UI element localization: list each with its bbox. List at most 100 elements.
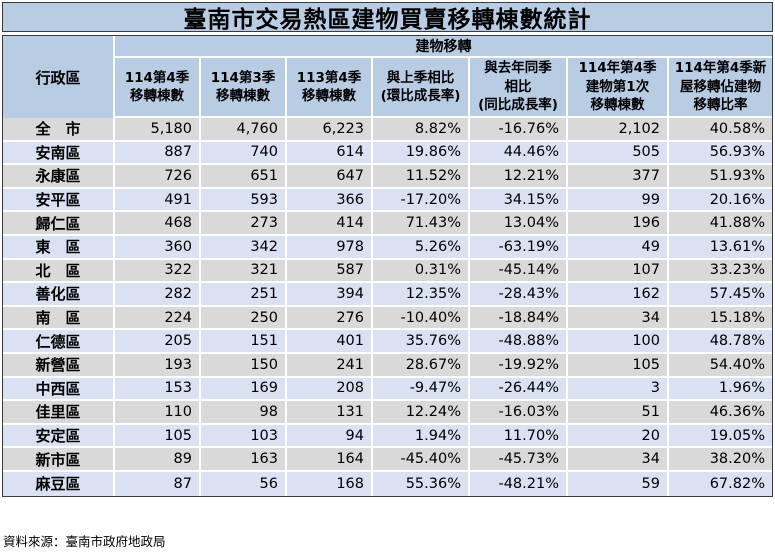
value-cell: 34	[568, 306, 669, 331]
value-cell: -28.43%	[470, 283, 568, 307]
value-cell: 5.26%	[373, 235, 470, 260]
value-cell: 105	[115, 424, 201, 449]
table-row: 永康區 726 651 647 11.52% 12.21% 377 51.93%	[3, 165, 772, 189]
value-cell: 162	[568, 283, 669, 307]
value-cell: 103	[201, 424, 287, 449]
value-cell: 153	[115, 377, 201, 402]
district-cell: 安平區	[3, 188, 115, 213]
value-cell: 251	[201, 283, 287, 307]
table-row: 南 區 224 250 276 -10.40% -18.84% 34 15.18%	[3, 306, 772, 331]
column-header-yoy-growth: 與去年同季 相比 (同比成長率)	[470, 58, 568, 118]
district-cell: 中西區	[3, 377, 115, 402]
value-cell: 110	[115, 401, 201, 425]
district-cell: 安南區	[3, 141, 115, 166]
value-cell: 276	[287, 306, 373, 331]
value-cell: 54.40%	[669, 353, 772, 378]
value-cell: 978	[287, 235, 373, 260]
column-header-qoq-growth: 與上季相比 (環比成長率)	[373, 58, 470, 118]
district-cell: 善化區	[3, 283, 115, 307]
value-cell: 48.78%	[669, 330, 772, 354]
value-cell: 8.82%	[373, 118, 470, 142]
table-row: 東 區 360 342 978 5.26% -63.19% 49 13.61%	[3, 235, 772, 260]
value-cell: -16.76%	[470, 118, 568, 142]
district-cell: 仁德區	[3, 330, 115, 354]
value-cell: 67.82%	[669, 471, 772, 496]
value-cell: 614	[287, 141, 373, 166]
value-cell: 740	[201, 141, 287, 166]
value-cell: -45.73%	[470, 448, 568, 472]
value-cell: 726	[115, 165, 201, 189]
value-cell: 12.35%	[373, 283, 470, 307]
table-row: 新營區 193 150 241 28.67% -19.92% 105 54.40%	[3, 353, 772, 378]
value-cell: 322	[115, 259, 201, 284]
value-cell: 394	[287, 283, 373, 307]
value-cell: 241	[287, 353, 373, 378]
column-header-q4-113: 113第4季 移轉棟數	[287, 58, 373, 118]
value-cell: 55.36%	[373, 471, 470, 496]
value-cell: -9.47%	[373, 377, 470, 402]
value-cell: 169	[201, 377, 287, 402]
value-cell: 19.86%	[373, 141, 470, 166]
value-cell: -10.40%	[373, 306, 470, 331]
district-cell: 安定區	[3, 424, 115, 449]
value-cell: 468	[115, 212, 201, 236]
value-cell: 6,223	[287, 118, 373, 142]
table-row: 中西區 153 169 208 -9.47% -26.44% 3 1.96%	[3, 377, 772, 402]
value-cell: 224	[115, 306, 201, 331]
value-cell: 12.21%	[470, 165, 568, 189]
value-cell: 107	[568, 259, 669, 284]
district-cell: 佳里區	[3, 401, 115, 425]
value-cell: 38.20%	[669, 448, 772, 472]
table-row: 新市區 89 163 164 -45.40% -45.73% 34 38.20%	[3, 448, 772, 472]
value-cell: 205	[115, 330, 201, 354]
value-cell: 87	[115, 471, 201, 496]
value-cell: 651	[201, 165, 287, 189]
value-cell: 647	[287, 165, 373, 189]
value-cell: 282	[115, 283, 201, 307]
value-cell: 377	[568, 165, 669, 189]
value-cell: 44.46%	[470, 141, 568, 166]
value-cell: 40.58%	[669, 118, 772, 142]
table-row: 北 區 322 321 587 0.31% -45.14% 107 33.23%	[3, 259, 772, 284]
value-cell: 11.70%	[470, 424, 568, 449]
value-cell: 5,180	[115, 118, 201, 142]
value-cell: 164	[287, 448, 373, 472]
value-cell: 51	[568, 401, 669, 425]
column-header-q3-114: 114第3季 移轉棟數	[201, 58, 287, 118]
value-cell: 35.76%	[373, 330, 470, 354]
value-cell: 401	[287, 330, 373, 354]
column-header-district: 行政區	[3, 36, 115, 118]
value-cell: 196	[568, 212, 669, 236]
district-cell: 歸仁區	[3, 212, 115, 236]
value-cell: 12.24%	[373, 401, 470, 425]
value-cell: -18.84%	[470, 306, 568, 331]
column-header-new-house-ratio: 114年第4季新 屋移轉佔建物 移轉比率	[669, 58, 772, 118]
value-cell: 33.23%	[669, 259, 772, 284]
value-cell: 0.31%	[373, 259, 470, 284]
value-cell: 273	[201, 212, 287, 236]
value-cell: 28.67%	[373, 353, 470, 378]
district-cell: 全 市	[3, 118, 115, 142]
source-note: 資料來源：臺南市政府地政局	[3, 534, 166, 549]
value-cell: 250	[201, 306, 287, 331]
value-cell: 168	[287, 471, 373, 496]
value-cell: 505	[568, 141, 669, 166]
value-cell: -63.19%	[470, 235, 568, 260]
district-cell: 新營區	[3, 353, 115, 378]
value-cell: 150	[201, 353, 287, 378]
value-cell: 1.96%	[669, 377, 772, 402]
value-cell: -17.20%	[373, 188, 470, 213]
value-cell: 100	[568, 330, 669, 354]
value-cell: 593	[201, 188, 287, 213]
value-cell: 34	[568, 448, 669, 472]
value-cell: 98	[201, 401, 287, 425]
table-row: 安定區 105 103 94 1.94% 11.70% 20 19.05%	[3, 424, 772, 449]
value-cell: 41.88%	[669, 212, 772, 236]
column-header-q4-114: 114第4季 移轉棟數	[115, 58, 201, 118]
value-cell: 13.04%	[470, 212, 568, 236]
value-cell: 20.16%	[669, 188, 772, 213]
building-transfer-table: 行政區 建物移轉 114第4季 移轉棟數 114第3季 移轉棟數 113第4季 …	[3, 36, 772, 496]
district-cell: 東 區	[3, 235, 115, 260]
table-row: 善化區 282 251 394 12.35% -28.43% 162 57.45%	[3, 283, 772, 307]
